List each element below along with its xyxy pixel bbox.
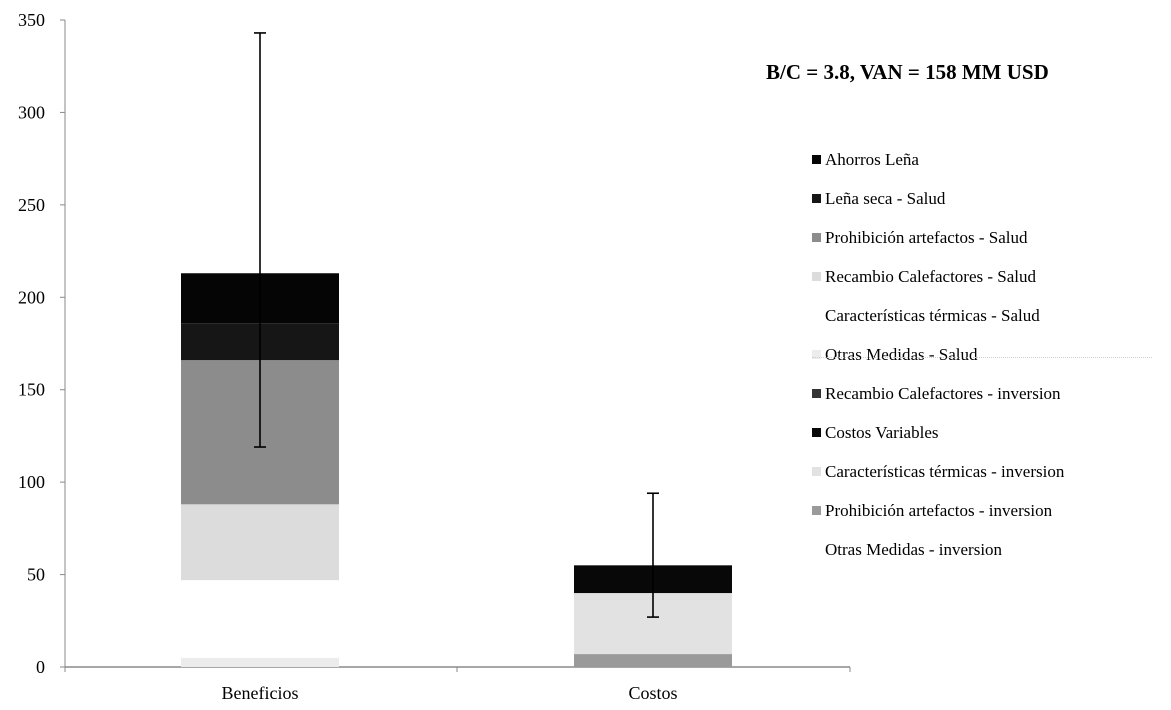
legend-label: Costos Variables bbox=[825, 422, 939, 442]
legend-label: Otras Medidas - inversion bbox=[825, 539, 1003, 559]
legend-item: Recambio Calefactores - inversion bbox=[812, 374, 1064, 413]
legend-label: Prohibición artefactos - Salud bbox=[825, 227, 1028, 247]
legend-swatch bbox=[812, 467, 821, 476]
legend-swatch bbox=[812, 350, 821, 359]
legend-swatch bbox=[812, 389, 821, 398]
legend-label: Recambio Calefactores - Salud bbox=[825, 266, 1037, 286]
legend-item: Ahorros Leña bbox=[812, 140, 1064, 179]
legend-item: Prohibición artefactos - inversion bbox=[812, 491, 1064, 530]
bar-segment bbox=[181, 657, 339, 667]
legend-label: Características térmicas - inversion bbox=[825, 461, 1065, 481]
legend-label: Leña seca - Salud bbox=[825, 188, 946, 208]
legend-item: Costos Variables bbox=[812, 413, 1064, 452]
y-tick-label: 50 bbox=[27, 565, 45, 585]
legend-label: Características térmicas - Salud bbox=[825, 305, 1040, 325]
legend-swatch bbox=[812, 194, 821, 203]
y-tick-label: 150 bbox=[18, 380, 45, 400]
x-tick-label: Beneficios bbox=[222, 683, 299, 703]
y-tick-label: 0 bbox=[36, 657, 45, 677]
legend-item: Características térmicas - Salud bbox=[812, 296, 1064, 335]
legend: Ahorros Leña Leña seca - Salud Prohibición… bbox=[812, 140, 1064, 569]
y-tick-label: 250 bbox=[18, 195, 45, 215]
legend-item: Características térmicas - inversion bbox=[812, 452, 1064, 491]
tick-labels: 0 50 100 150 200 250 300 350 Beneficios Costos bbox=[18, 10, 678, 703]
legend-label: Prohibición artefactos - inversion bbox=[825, 500, 1053, 520]
y-tick-label: 350 bbox=[18, 10, 45, 30]
legend-label: Ahorros Leña bbox=[825, 149, 919, 169]
error-bars bbox=[254, 32, 659, 618]
bar-segment bbox=[181, 580, 339, 658]
legend-label: Otras Medidas - Salud bbox=[825, 344, 978, 364]
chart-annotation: B/C = 3.8, VAN = 158 MM USD bbox=[766, 60, 1049, 84]
legend-item: Otras Medidas - Salud bbox=[812, 335, 1064, 374]
legend-item: Leña seca - Salud bbox=[812, 179, 1064, 218]
legend-swatch bbox=[812, 233, 821, 242]
x-tick-label: Costos bbox=[628, 683, 677, 703]
legend-swatch bbox=[812, 272, 821, 281]
legend-label: Recambio Calefactores - inversion bbox=[825, 383, 1061, 403]
y-tick-label: 100 bbox=[18, 472, 45, 492]
legend-swatch bbox=[812, 155, 821, 164]
bars bbox=[181, 273, 732, 667]
bar-segment bbox=[574, 654, 732, 667]
y-tick-label: 300 bbox=[18, 102, 45, 122]
legend-swatch bbox=[812, 506, 821, 515]
legend-item: Prohibición artefactos - Salud bbox=[812, 218, 1064, 257]
y-tick-label: 200 bbox=[18, 287, 45, 307]
bar-segment bbox=[181, 504, 339, 581]
legend-item: Recambio Calefactores - Salud bbox=[812, 257, 1064, 296]
legend-swatch bbox=[812, 428, 821, 437]
legend-divider bbox=[812, 357, 1152, 358]
legend-item: Otras Medidas - inversion bbox=[812, 530, 1064, 569]
